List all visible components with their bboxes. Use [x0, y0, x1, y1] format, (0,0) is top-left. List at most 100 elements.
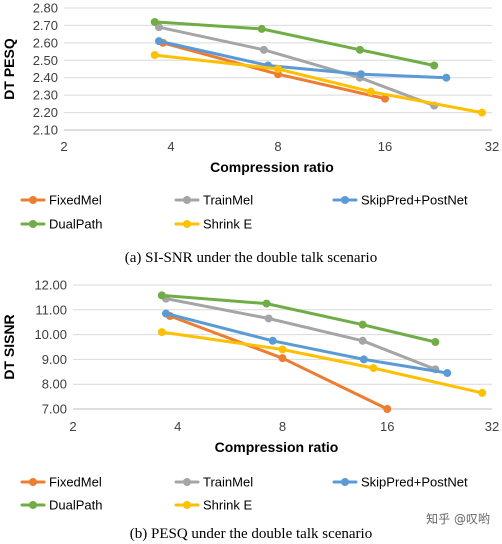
legend-marker: [183, 220, 191, 228]
data-point: [366, 87, 375, 96]
legend-label: FixedMel: [49, 475, 102, 490]
data-point: [154, 37, 163, 46]
legend-label: Shrink E: [203, 217, 252, 232]
data-point: [262, 299, 271, 308]
data-point: [157, 291, 166, 300]
data-point: [430, 61, 439, 70]
x-tick-label: 2: [60, 139, 67, 154]
legend-item: SkipPred+PostNet: [332, 193, 468, 208]
data-point: [369, 364, 378, 373]
legend-label: SkipPred+PostNet: [361, 193, 468, 208]
y-axis-label: DT SISNR: [1, 314, 17, 379]
legend-label: SkipPred+PostNet: [361, 475, 468, 490]
legend-item: TrainMel: [174, 193, 253, 208]
y-tick-label: 2.50: [33, 53, 58, 68]
data-point: [357, 70, 366, 79]
data-point: [150, 17, 159, 26]
y-tick-label: 8.00: [42, 377, 67, 392]
legend-item: DualPath: [20, 498, 102, 513]
series-line: [160, 293, 437, 344]
data-point: [278, 345, 287, 354]
y-tick-label: 2.30: [33, 88, 58, 103]
y-tick-label: 11.00: [35, 302, 67, 317]
legend-item: FixedMel: [20, 475, 102, 490]
legend-item: DualPath: [20, 217, 102, 232]
series-line: [164, 312, 449, 375]
y-axis-label: DT PESQ: [1, 38, 17, 100]
data-point: [278, 354, 287, 363]
data-point: [264, 314, 273, 323]
legend-label: DualPath: [49, 217, 102, 232]
series-line: [157, 25, 436, 108]
chart-panel-1: 2.10 2.20 2.30 2.40 2.50 2.60 2.70 2.80 2 4 8 16 32 C…: [1, 1, 499, 267]
legend-marker: [29, 220, 37, 228]
legend-label: TrainMel: [203, 475, 253, 490]
series-line: [153, 53, 484, 115]
legend-marker: [341, 478, 349, 486]
data-point: [381, 94, 389, 103]
y-tick-label: 12.00: [34, 278, 67, 293]
x-tick-label: 8: [279, 419, 286, 434]
legend-label: Shrink E: [203, 498, 252, 513]
data-point: [150, 51, 159, 60]
legend-label: DualPath: [49, 498, 102, 513]
data-point: [443, 369, 452, 378]
chart-panel-2: 7.00 8.00 9.00 10.00 11.00 12.00 2 4 8 16 32 Compre…: [1, 278, 499, 543]
legend-marker: [29, 196, 37, 204]
x-tick-label: 16: [378, 139, 392, 154]
data-point: [478, 388, 487, 397]
data-point: [478, 108, 487, 117]
legend-item: Shrink E: [174, 498, 252, 513]
legend-item: SkipPred+PostNet: [332, 475, 468, 490]
series-line: [160, 330, 484, 395]
legend-item: FixedMel: [20, 193, 102, 208]
figure-caption: (a) SI-SNR under the double talk scenari…: [125, 250, 377, 266]
y-tick-label: 2.20: [33, 105, 58, 120]
legend-label: FixedMel: [49, 193, 102, 208]
y-tick-label: 9.00: [42, 352, 67, 367]
data-point: [383, 405, 392, 413]
y-tick-label: 2.80: [33, 1, 58, 16]
series-line: [168, 314, 389, 411]
data-point: [259, 45, 268, 54]
legend-marker: [341, 196, 349, 204]
legend-item: Shrink E: [174, 217, 252, 232]
series-line: [157, 39, 448, 80]
figure-caption: (b) PESQ under the double talk scenario: [130, 526, 372, 542]
series-line: [153, 20, 436, 67]
x-tick-label: 4: [167, 139, 174, 154]
x-axis-label: Compression ratio: [215, 439, 339, 455]
legend-item: TrainMel: [174, 475, 253, 490]
x-axis-label: Compression ratio: [210, 159, 334, 175]
data-point: [268, 336, 277, 345]
data-point: [358, 320, 367, 329]
data-point: [431, 338, 440, 347]
data-point: [274, 65, 282, 73]
data-point: [442, 73, 451, 82]
y-tick-label: 2.10: [33, 123, 58, 138]
x-tick-label: 32: [485, 139, 499, 154]
y-tick-label: 2.70: [33, 18, 58, 33]
x-tick-label: 32: [485, 419, 499, 434]
legend-marker: [183, 501, 191, 509]
legend-marker: [183, 196, 191, 204]
x-tick-label: 8: [274, 139, 281, 154]
y-tick-label: 7.00: [42, 402, 67, 417]
legend-marker: [29, 501, 37, 509]
legend-marker: [183, 478, 191, 486]
watermark-text: 知乎 @叹哟: [426, 512, 490, 526]
legend-label: TrainMel: [203, 193, 253, 208]
series-line: [164, 297, 437, 371]
data-point: [157, 328, 166, 337]
data-point: [257, 24, 266, 33]
y-tick-label: 2.40: [33, 70, 58, 85]
x-tick-label: 2: [69, 419, 76, 434]
y-tick-label: 10.00: [34, 327, 67, 342]
data-point: [359, 355, 368, 364]
y-tick-label: 2.60: [33, 35, 58, 50]
x-tick-label: 16: [380, 419, 394, 434]
data-point: [161, 309, 170, 318]
x-tick-label: 4: [174, 419, 181, 434]
data-point: [358, 336, 367, 345]
